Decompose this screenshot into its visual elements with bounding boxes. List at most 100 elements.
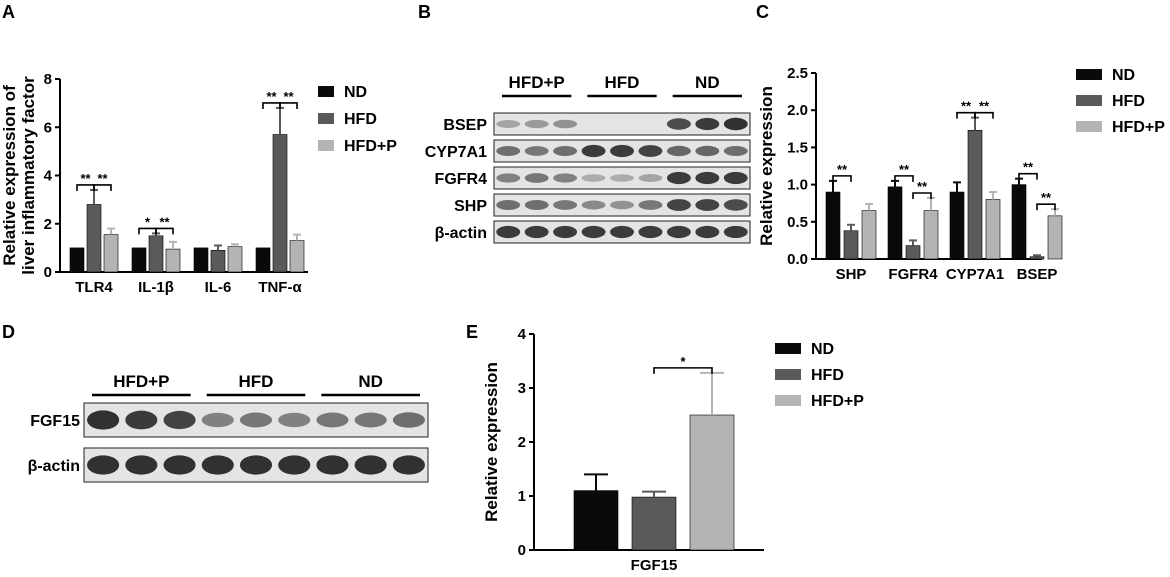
bar [949,191,965,260]
blot-band [524,199,549,211]
chart-a: 0 2 4 6 8 Relative expression of liver inflamm… [0,71,397,296]
x-tick-label: BSEP [1017,266,1058,283]
bar [923,210,939,260]
blot-band [723,225,748,239]
x-tick-label: IL-6 [205,279,232,296]
y-tick-label: 6 [44,119,52,136]
blot-band [638,225,663,239]
legend-swatch [1076,95,1102,106]
blot-row-label: SHP [454,198,487,215]
legend-label: HFD+P [811,393,864,410]
blot-band [581,174,606,182]
x-tick-label: CYP7A1 [946,266,1004,283]
blot-b: HFD+P HFD ND BSEP CYP7A1 FGFR4 SHP β-actin [425,73,751,244]
significance-label: ** [266,89,277,104]
significance-bracket [279,102,298,109]
blot-band [638,174,663,182]
bar [69,247,85,273]
bar [103,234,119,273]
significance-label: ** [961,99,972,114]
blot-band [666,225,691,239]
blot-band [125,410,158,430]
blot-row-label: β-actin [28,458,80,475]
blot-band [723,171,748,185]
legend-label: HFD+P [1112,119,1165,136]
blot-band [496,120,521,128]
blot-band [638,200,663,210]
bar [255,247,271,273]
significance-bracket [974,111,994,119]
legend-swatch [1076,121,1102,132]
bar [1047,215,1063,260]
blot-band [638,145,663,157]
blot-band [354,412,387,428]
significance-label: * [145,214,151,229]
blot-band [666,145,691,157]
y-tick-label: 2.0 [787,102,808,119]
blot-group-label: ND [695,73,720,92]
y-tick-label: 1 [518,488,526,505]
blot-band [524,146,549,156]
y-axis-label: Relative expression of [0,85,19,266]
significance-label: ** [1041,190,1052,205]
blot-band [553,145,578,157]
y-tick-label: 4 [44,168,53,185]
blot-group-label: HFD+P [113,372,169,391]
blot-band [278,412,311,428]
blot-band [695,171,720,185]
blot-band [666,171,691,185]
x-tick-label: IL-1β [138,279,174,296]
significance-label: * [680,354,686,369]
y-axis-label: Relative expression [482,362,501,522]
blot-band [581,144,606,158]
bar [905,245,921,260]
significance-label: ** [159,214,170,229]
blot-band [316,412,349,428]
blot-band [278,455,311,475]
bar [861,210,877,260]
bar [573,490,619,551]
significance-label: ** [979,99,990,114]
y-tick-label: 8 [44,71,52,88]
significance-bracket [832,175,852,182]
blot-band [163,410,196,430]
blot-group-label: ND [358,372,383,391]
y-tick-label: 0 [44,264,52,281]
blot-band [316,455,349,475]
significance-label: ** [917,179,928,194]
panel-label-e: E [466,322,478,342]
blot-band [524,173,549,183]
blot-band [581,200,606,210]
legend-label: HFD [344,111,377,128]
blot-band [524,225,549,239]
legend-label: HFD [811,367,844,384]
y-tick-label: 2 [518,434,526,451]
blot-band [695,225,720,239]
significance-label: ** [1023,160,1034,175]
bar [843,230,859,260]
bar [148,235,164,273]
bar [825,191,841,260]
blot-band [666,199,691,211]
blot-band [392,412,425,428]
x-tick-label: FGFR4 [888,266,938,283]
significance-label: ** [80,171,91,186]
bar [227,246,243,273]
y-tick-label: 2.5 [787,65,808,82]
bar [131,247,147,273]
blot-band [553,225,578,239]
blot-band [354,455,387,475]
blot-band [666,118,691,130]
blot-band [695,117,720,131]
blot-band [201,412,234,428]
chart-c: 0.0 0.5 1.0 1.5 2.0 2.5 Relative expression SHP… [757,65,1165,283]
y-axis-label: liver inflammatory factor [19,76,38,275]
blot-band [723,199,748,211]
bar [272,134,288,273]
legend-label: ND [1112,67,1135,84]
blot-band [723,117,748,131]
blot-band [87,455,120,475]
x-tick-label: TLR4 [75,279,113,296]
bar [193,247,209,273]
x-tick-label: SHP [836,266,867,283]
